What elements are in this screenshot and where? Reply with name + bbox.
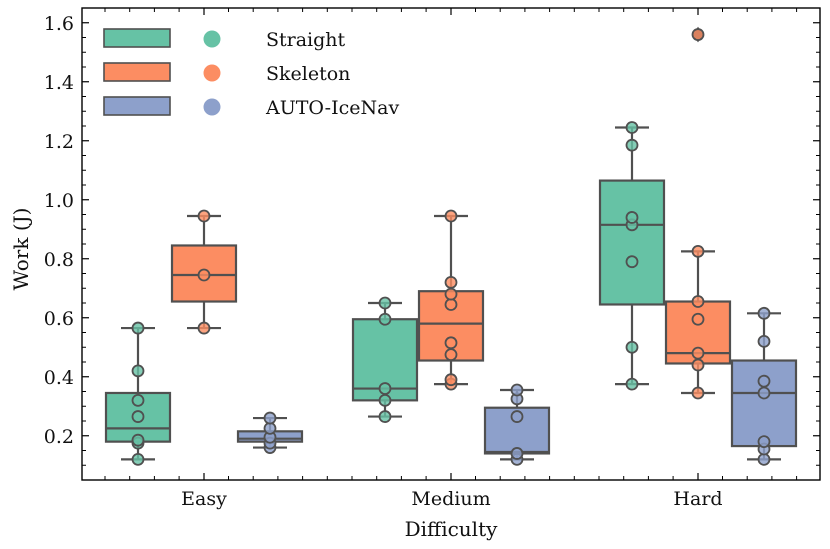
- data-point: [691, 358, 705, 372]
- data-point: [757, 435, 771, 449]
- data-point: [444, 275, 458, 289]
- data-point: [444, 209, 458, 223]
- data-point: [510, 383, 524, 397]
- legend-patch-straight: [103, 28, 171, 48]
- data-point: [263, 421, 277, 435]
- y-tick-label: 0.6: [44, 308, 74, 330]
- y-tick-label: 1.4: [44, 72, 74, 94]
- legend: Straight Skeleton AUTO-IceNav: [103, 28, 399, 119]
- data-point: [625, 211, 639, 224]
- data-point: [625, 121, 639, 134]
- data-point: [131, 410, 145, 423]
- data-point: [197, 321, 211, 335]
- data-point: [378, 393, 392, 407]
- x-tick-label-easy: Easy: [181, 488, 227, 510]
- data-point: [444, 336, 458, 350]
- data-point: [691, 244, 705, 258]
- data-point: [625, 340, 639, 354]
- data-point: [131, 393, 145, 407]
- data-point: [691, 312, 705, 326]
- data-point: [757, 306, 771, 320]
- data-point: [691, 386, 705, 400]
- y-tick-label: 1.6: [44, 13, 74, 35]
- legend-label-straight: Straight: [266, 29, 346, 51]
- data-point: [378, 312, 392, 326]
- data-point: [625, 377, 639, 391]
- data-point: [378, 410, 392, 423]
- y-tick-label: 0.4: [44, 367, 74, 389]
- data-point: [444, 298, 458, 311]
- data-point: [625, 138, 639, 152]
- data-point: [691, 28, 705, 41]
- axes: 0.2 0.4 0.6 0.8 1.0 1.2 1.4 1.6 Easy Medium Hard: [44, 7, 821, 510]
- y-axis-label: Work (J): [9, 208, 33, 291]
- legend-marker-straight: [203, 30, 221, 48]
- data-point: [444, 287, 458, 301]
- data-point: [510, 447, 524, 460]
- data-point: [757, 374, 771, 388]
- data-point: [378, 382, 392, 395]
- data-point: [757, 334, 771, 348]
- y-tick-label: 0.8: [44, 249, 74, 271]
- data-point: [378, 296, 392, 310]
- legend-marker-auto-icenav: [203, 98, 221, 116]
- data-point: [131, 321, 145, 335]
- x-axis-label: Difficulty: [405, 517, 499, 541]
- box-straight-hard: [598, 179, 666, 306]
- box-auto-icenav-hard: [730, 359, 798, 448]
- data-point: [691, 346, 705, 360]
- plot-area: [104, 26, 798, 466]
- y-tick-label: 0.2: [44, 426, 74, 448]
- data-point: [131, 433, 145, 447]
- legend-marker-skeleton: [203, 64, 221, 82]
- legend-patch-skeleton: [103, 62, 171, 82]
- data-point: [197, 268, 211, 282]
- data-point: [691, 295, 705, 308]
- data-point: [625, 255, 639, 269]
- legend-label-auto-icenav: AUTO-IceNav: [265, 97, 399, 119]
- data-point: [131, 364, 145, 378]
- y-tick-label: 1.0: [44, 190, 74, 212]
- legend-patch-auto-icenav: [103, 96, 171, 116]
- data-point: [444, 373, 458, 387]
- data-point: [510, 410, 524, 423]
- legend-label-skeleton: Skeleton: [266, 63, 350, 85]
- data-point: [444, 348, 458, 362]
- data-point: [131, 452, 145, 466]
- data-point: [757, 386, 771, 400]
- x-tick-label-hard: Hard: [673, 488, 722, 510]
- x-tick-label-medium: Medium: [411, 488, 490, 510]
- data-point: [263, 411, 277, 425]
- y-tick-label: 1.2: [44, 131, 74, 153]
- data-point: [757, 452, 771, 466]
- data-point: [197, 209, 211, 223]
